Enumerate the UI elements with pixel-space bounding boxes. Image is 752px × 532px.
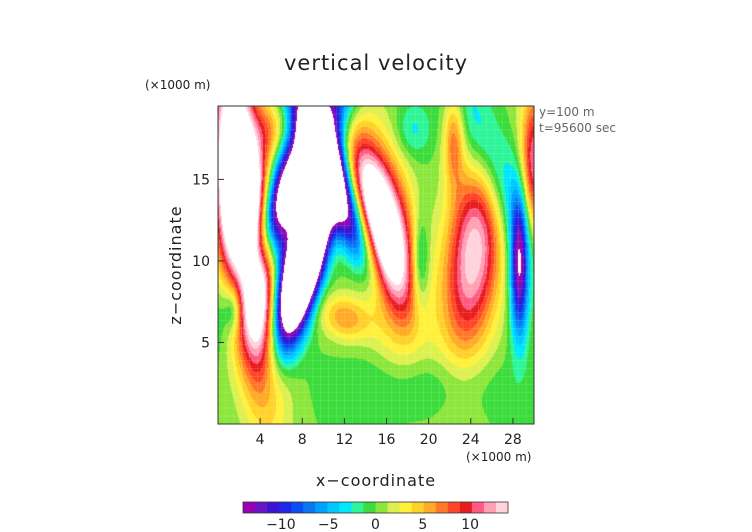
colorbar-swatch <box>459 502 473 513</box>
colorbar-frame <box>242 501 509 514</box>
y-tick-label: 15 <box>192 172 210 188</box>
colorbar-swatch <box>483 502 497 513</box>
colorbar-swatch <box>291 502 304 513</box>
colorbar-swatch <box>363 502 376 513</box>
colorbar-swatch <box>351 502 364 513</box>
colorbar-swatch <box>279 502 292 513</box>
info-line-y: y=100 m <box>539 105 595 119</box>
colorbar-swatch <box>387 502 401 513</box>
colorbar-tick-label: −10 <box>266 517 296 532</box>
x-axis-label: x−coordinate <box>316 471 436 490</box>
colorbar-swatch <box>303 502 316 513</box>
grid-lines <box>218 106 534 424</box>
colorbar-swatch <box>423 502 437 513</box>
heatmap-image <box>218 106 534 424</box>
colorbar-tick-label: −5 <box>318 517 339 532</box>
x-tick-label: 4 <box>256 432 265 448</box>
colorbar-swatch <box>375 502 389 513</box>
colorbar-swatch <box>435 502 449 513</box>
colorbar-swatch <box>315 502 328 513</box>
colorbar-swatch <box>327 502 340 513</box>
colorbar: −10 −5 0 5 10 <box>242 501 509 532</box>
colorbar-swatch <box>399 502 413 513</box>
colorbar-swatch <box>267 502 280 513</box>
x-tick-label: 28 <box>504 432 522 448</box>
x-tick-label: 20 <box>420 432 438 448</box>
colorbar-tick-label: 10 <box>461 517 479 532</box>
colorbar-swatch <box>471 502 485 513</box>
x-tick-label: 12 <box>335 432 353 448</box>
y-tick-label: 5 <box>201 335 210 351</box>
info-line-t: t=95600 sec <box>539 121 616 135</box>
y-tick-label: 10 <box>192 254 210 270</box>
colorbar-swatch <box>243 502 256 513</box>
colorbar-swatch <box>339 502 352 513</box>
x-tick-label: 8 <box>298 432 307 448</box>
colorbar-swatch <box>495 502 509 513</box>
y-axis: 5 10 15 <box>192 172 224 351</box>
colorbar-tick-label: 0 <box>371 517 380 532</box>
colorbar-tick-label: 5 <box>418 517 427 532</box>
plot-area: 4 8 12 16 20 24 28 5 10 15 <box>192 105 535 448</box>
x-unit-label: (×1000 m) <box>466 450 531 464</box>
plot-frame <box>217 105 535 425</box>
colorbar-swatch <box>411 502 425 513</box>
y-unit-label: (×1000 m) <box>145 78 210 92</box>
y-axis-label: z−coordinate <box>166 205 185 324</box>
x-tick-label: 16 <box>378 432 396 448</box>
x-axis: 4 8 12 16 20 24 28 <box>256 418 522 448</box>
x-tick-label: 24 <box>462 432 480 448</box>
colorbar-swatch <box>255 502 268 513</box>
chart-title: vertical velocity <box>284 51 468 75</box>
colorbar-swatch <box>447 502 461 513</box>
